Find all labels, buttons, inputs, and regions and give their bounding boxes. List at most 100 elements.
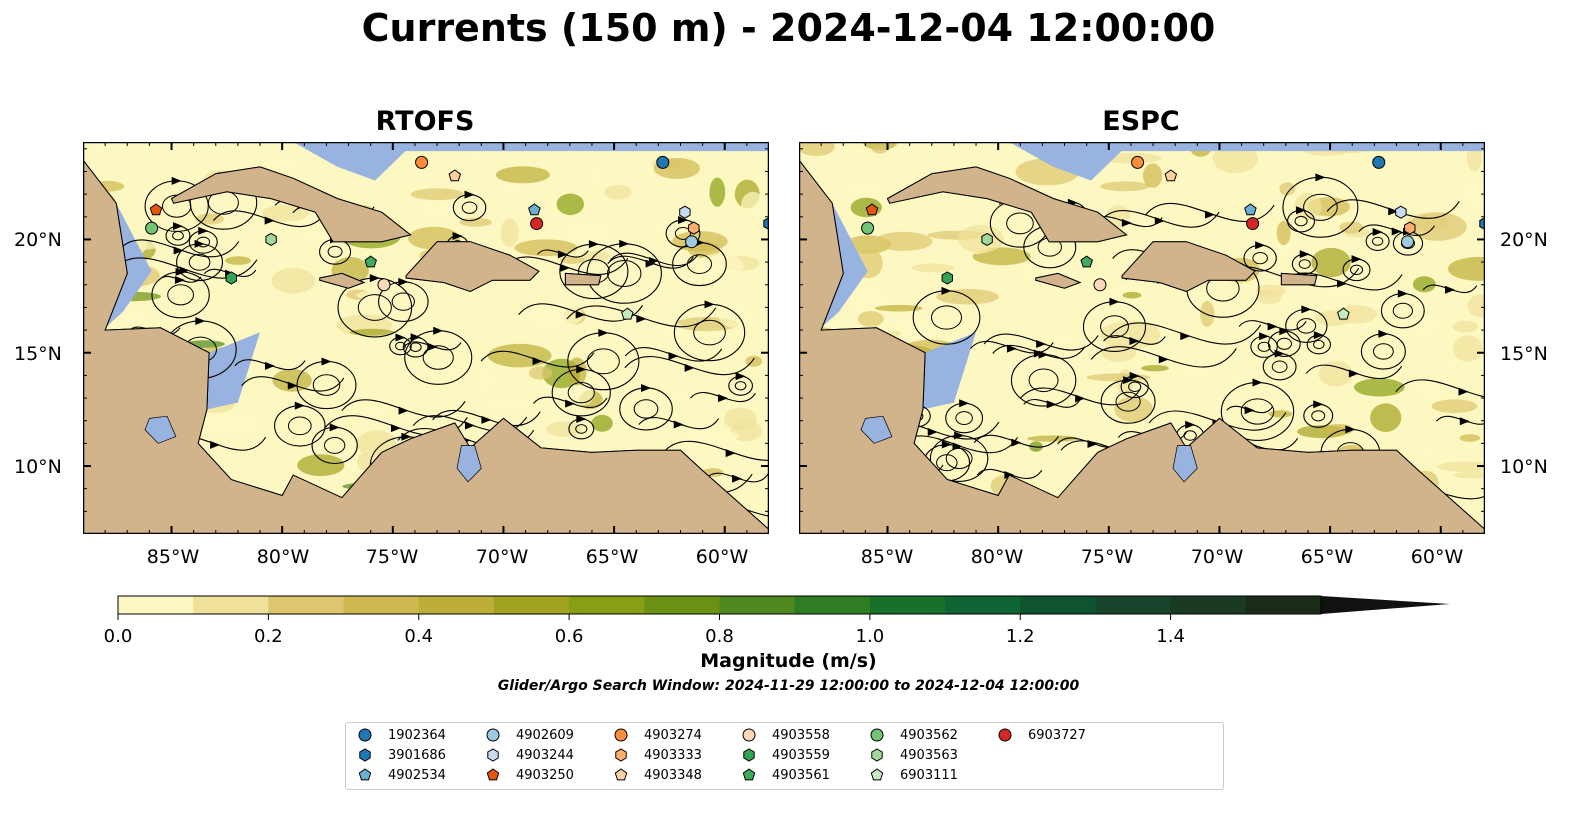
- legend-marker-icon: [742, 728, 756, 742]
- colorbar-bin: [1095, 596, 1172, 614]
- legend-item: 4902609: [484, 726, 574, 744]
- colorbar-bin: [268, 596, 345, 614]
- streamline-arrow: [952, 442, 963, 451]
- streamline-arrow: [1397, 289, 1408, 298]
- current-streamline: [1010, 354, 1077, 407]
- lat-label-10n-left: 10°N: [14, 456, 62, 478]
- legend-label: 4903559: [772, 747, 830, 763]
- eddy-inner-streamline: [323, 436, 346, 454]
- streamline-arrow: [464, 190, 475, 199]
- streamline-arrow: [1299, 250, 1310, 259]
- legend-marker: [358, 768, 372, 781]
- magnitude-patch: [1026, 334, 1082, 344]
- current-streamline: [567, 332, 640, 391]
- legend-item: 3901686: [356, 746, 446, 764]
- colorbar-bin: [794, 596, 871, 614]
- lake-nicaragua-overlay: [860, 415, 893, 444]
- lon-label-60w-right: 60°W: [1410, 546, 1464, 568]
- magnitude-patch: [604, 184, 632, 200]
- current-streamline: [319, 238, 352, 265]
- streamline-arrow: [1129, 337, 1140, 346]
- streamline-arrow: [1348, 369, 1359, 378]
- current-streamline: [1303, 403, 1334, 428]
- streamline-arrow: [565, 399, 576, 408]
- streamline-arrow: [1255, 241, 1266, 250]
- current-streamline: [404, 330, 473, 385]
- streamline-arrow: [1158, 355, 1169, 364]
- magnitude-patch: [1279, 182, 1295, 196]
- eddy-inner-streamline: [172, 231, 184, 241]
- jamaica-landmass-overlay: [1035, 272, 1082, 289]
- streamline-arrow: [1252, 378, 1263, 387]
- streamline-arrow: [1459, 417, 1470, 426]
- streamline-arrow: [1011, 438, 1022, 447]
- legend-label: 4903561: [772, 767, 830, 783]
- map-frame: [83, 142, 769, 534]
- colorbar-tick-label: 0.0: [103, 626, 133, 647]
- streamline-arrow: [1313, 400, 1324, 409]
- lon-label-75w-right: 75°W: [1080, 546, 1134, 568]
- magnitude-patch: [225, 256, 252, 265]
- streamline-arrow: [395, 333, 406, 342]
- legend-marker: [614, 728, 628, 742]
- cuba-landmass-overlay: [170, 166, 412, 243]
- current-streamline: [274, 405, 326, 447]
- lon-label-70w-left: 70°W: [475, 546, 529, 568]
- eddy-inner-streamline: [312, 374, 341, 396]
- eddy-inner-streamline: [1392, 302, 1413, 319]
- eddy-inner-streamline: [1313, 339, 1325, 350]
- lon-label-75w-left: 75°W: [365, 546, 419, 568]
- eddy-inner-streamline: [391, 292, 415, 311]
- current-streamline: [1082, 301, 1147, 352]
- streamline-arrow: [390, 424, 401, 433]
- eddy-inner-streamline: [1303, 193, 1338, 221]
- colorbar-bin: [1245, 596, 1322, 614]
- legend-item: 4903333: [612, 746, 702, 764]
- legend-marker-icon: [870, 728, 884, 742]
- colorbar-bin: [869, 596, 946, 614]
- magnitude-patch: [348, 177, 384, 190]
- legend-marker: [358, 728, 372, 742]
- legend-item: 4903244: [484, 746, 574, 764]
- legend-marker-icon: [742, 768, 756, 781]
- streamline-arrow: [732, 474, 743, 483]
- colorbar-label: Magnitude (m/s): [700, 650, 877, 672]
- streamline-arrow: [1313, 331, 1324, 340]
- legend-item: 4903250: [484, 766, 574, 784]
- legend-label: 1902364: [388, 727, 446, 743]
- streamline-arrow: [398, 277, 409, 286]
- float-marker-4903348: [448, 169, 462, 182]
- float-marker-4903559: [941, 271, 953, 285]
- eddy-inner-streamline: [674, 227, 692, 240]
- streamline-arrow: [684, 363, 695, 372]
- current-streamline: [389, 336, 412, 356]
- streamline-arrow: [717, 394, 728, 403]
- current-streamline: [1306, 334, 1332, 355]
- float-marker-3901686: [763, 217, 769, 231]
- streamline-arrow: [959, 399, 970, 408]
- legend-marker-icon: [358, 768, 372, 781]
- streamline-arrow: [1109, 297, 1120, 306]
- eddy-inner-streamline: [1252, 251, 1268, 265]
- lake-maracaibo-overlay: [456, 445, 482, 483]
- magnitude-patch: [486, 399, 544, 413]
- search-window-text: Glider/Argo Search Window: 2024-11-29 12…: [497, 678, 1080, 694]
- magnitude-patch: [556, 193, 584, 216]
- legend-item: 4903558: [740, 726, 830, 744]
- eddy-inner-streamline: [409, 342, 422, 352]
- magnitude-patch: [1431, 399, 1478, 414]
- current-streamline: [188, 230, 218, 254]
- lake-nicaragua-overlay: [144, 415, 177, 444]
- colorbar-bin: [945, 596, 1021, 614]
- streamline-arrow: [1267, 322, 1278, 331]
- streamline-arrow: [1259, 332, 1270, 341]
- float-marker-4903558: [1093, 278, 1107, 292]
- current-streamline: [1267, 330, 1301, 358]
- magnitude-patch: [524, 302, 584, 329]
- magnitude-patch: [1448, 256, 1485, 281]
- streamline-arrow: [287, 381, 298, 390]
- magnitude-patch: [1122, 291, 1142, 299]
- float-marker-4903274: [1131, 155, 1145, 169]
- figure-title: Currents (150 m) - 2024-12-04 12:00:00: [361, 6, 1216, 50]
- streamline-arrow: [1372, 228, 1383, 237]
